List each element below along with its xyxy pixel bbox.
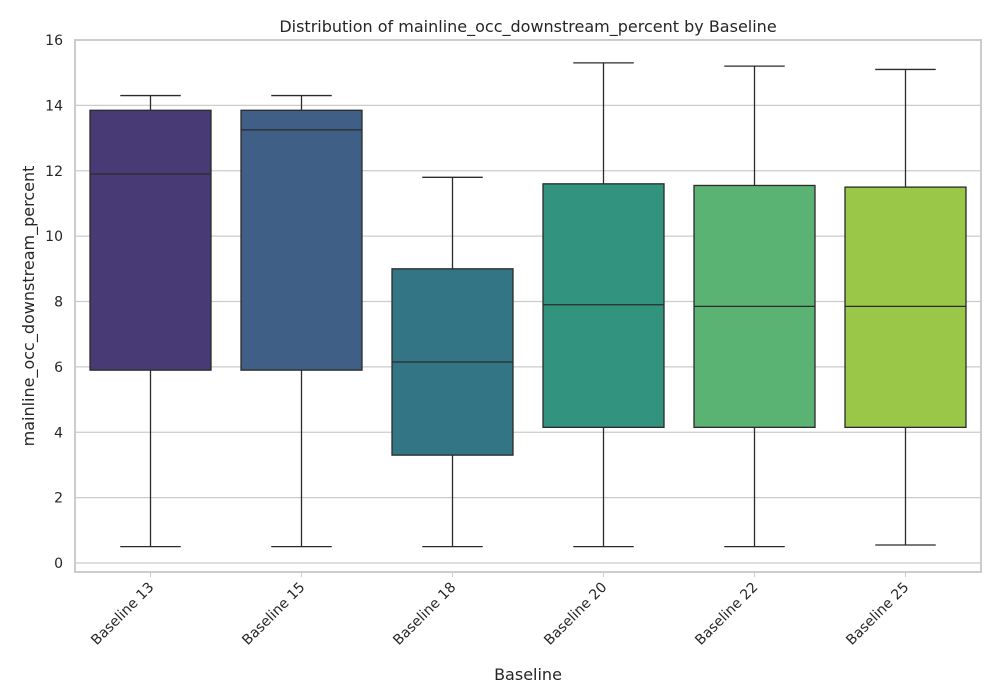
box-3 xyxy=(391,176,514,548)
x-axis-title: Baseline xyxy=(494,665,562,684)
y-tick-label: 6 xyxy=(54,360,63,376)
x-tick-label: Baseline 20 xyxy=(541,580,610,649)
y-tick-label: 4 xyxy=(54,425,63,441)
y-tick-label: 2 xyxy=(54,491,63,507)
iqr-box xyxy=(542,183,665,428)
x-tick-labels: Baseline 13 Baseline 15 Baseline 18 Baselin… xyxy=(88,572,912,649)
chart-title: Distribution of mainline_occ_downstream_… xyxy=(279,17,776,37)
box-5 xyxy=(693,65,816,548)
box-2 xyxy=(240,94,363,548)
box-1 xyxy=(89,94,212,548)
x-tick-label: Baseline 18 xyxy=(390,580,459,649)
boxes xyxy=(89,62,967,548)
box-4 xyxy=(542,62,665,548)
x-tick-label: Baseline 22 xyxy=(692,580,761,649)
iqr-box xyxy=(844,186,967,428)
iqr-box xyxy=(89,109,212,371)
box-6 xyxy=(844,68,967,546)
x-tick-label: Baseline 15 xyxy=(239,580,308,649)
y-tick-label: 16 xyxy=(45,33,63,49)
y-tick-label: 10 xyxy=(45,229,63,245)
y-tick-label: 14 xyxy=(45,98,63,114)
plot-frame xyxy=(74,39,982,573)
y-tick-label: 0 xyxy=(54,556,63,572)
y-tick-label: 12 xyxy=(45,164,63,180)
x-tick-label: Baseline 13 xyxy=(88,580,157,649)
y-tick-label: 8 xyxy=(54,295,63,311)
x-tick-label: Baseline 25 xyxy=(843,580,912,649)
y-axis-title: mainline_occ_downstream_percent xyxy=(19,166,39,447)
iqr-box xyxy=(240,109,363,371)
y-tick-labels: 0 2 4 6 8 10 12 14 16 xyxy=(45,33,63,572)
